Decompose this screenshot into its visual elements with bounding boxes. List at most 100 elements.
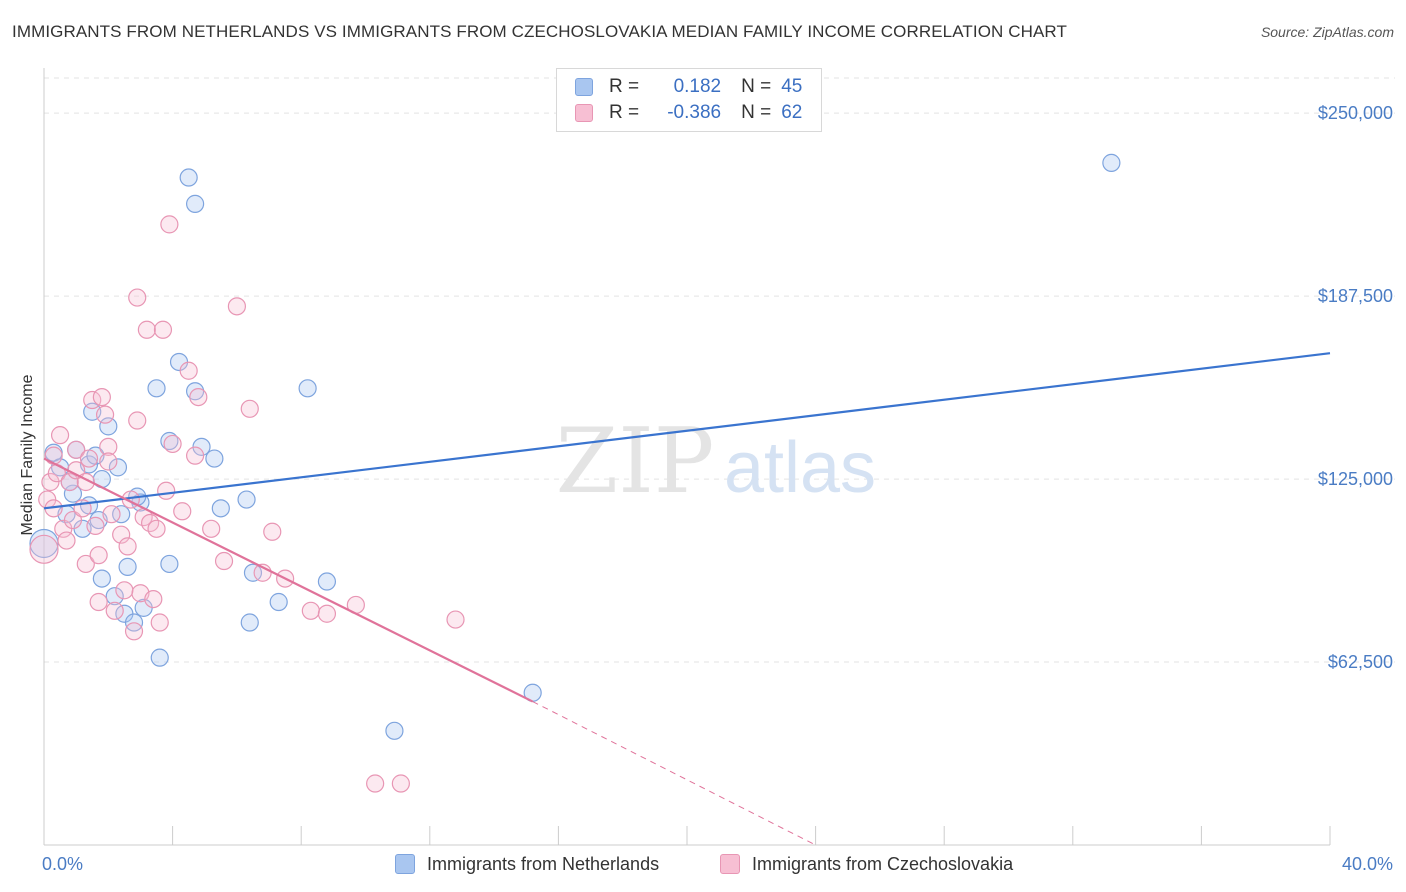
legend-r-value: 0.182 — [673, 76, 722, 97]
legend-swatch-netherlands — [575, 78, 593, 96]
axes — [43, 68, 1331, 846]
legend-n-label: N = — [741, 102, 772, 123]
netherlands-point — [160, 554, 179, 574]
netherlands-point — [92, 569, 111, 588]
czechoslovakia-point — [76, 554, 95, 574]
netherlands-trend-line — [43, 352, 1331, 510]
y-tick-label: $187,500 — [1318, 286, 1393, 306]
y-tick-label: $62,500 — [1328, 652, 1393, 672]
netherlands-point — [1102, 153, 1121, 172]
netherlands-point — [205, 449, 224, 468]
legend-n-value: 62 — [781, 102, 803, 123]
czechoslovakia-point — [189, 387, 208, 407]
czechoslovakia-point — [50, 426, 70, 445]
legend-row-czechoslovakia: R = -0.386 N = 62 — [575, 100, 802, 126]
bottom-legend-czechoslovakia: Immigrants from Czechoslovakia — [720, 851, 1013, 877]
czechoslovakia-point — [63, 510, 83, 530]
y-axis-label: Median Family Income — [19, 374, 36, 535]
czechoslovakia-point — [60, 472, 79, 492]
bottom-legend-label-netherlands: Immigrants from Netherlands — [427, 853, 660, 874]
legend-n-label: N = — [741, 76, 772, 97]
czechoslovakia-point — [263, 522, 282, 541]
watermark-zip: ZIP — [556, 409, 715, 514]
czechoslovakia-point — [99, 452, 118, 471]
czechoslovakia-point — [137, 320, 156, 339]
netherlands-point — [237, 490, 256, 509]
czechoslovakia-point — [227, 297, 246, 316]
netherlands-point — [150, 648, 169, 667]
czechoslovakia-point — [128, 411, 147, 430]
czechoslovakia-point — [157, 481, 176, 500]
czechoslovakia-point — [124, 622, 144, 641]
czechoslovakia-point — [102, 505, 121, 524]
bottom-legend-netherlands: Immigrants from Netherlands — [395, 851, 659, 877]
netherlands-point — [99, 417, 118, 436]
legend-row-netherlands: R = 0.182 N = 45 — [575, 74, 802, 100]
czechoslovakia-point — [173, 502, 192, 521]
trend-lines — [43, 352, 1331, 846]
netherlands-point — [108, 458, 128, 477]
watermark: ZIP atlas — [556, 409, 876, 514]
czechoslovakia-point — [105, 601, 124, 620]
netherlands-point — [147, 379, 166, 398]
czechoslovakia-point — [57, 531, 76, 550]
x-tick-labels: 0.0% 40.0% — [42, 854, 1393, 874]
czechoslovakia-point — [214, 551, 234, 571]
czechoslovakia-trend-line — [43, 457, 534, 703]
czechoslovakia-point — [79, 449, 99, 468]
czechoslovakia-point — [186, 446, 205, 465]
czechoslovakia-point — [92, 387, 111, 407]
czechoslovakia-point — [115, 581, 134, 600]
czechoslovakia-point — [89, 592, 108, 612]
czechoslovakia-point — [391, 774, 410, 793]
czechoslovakia-point — [317, 604, 337, 623]
netherlands-point — [160, 431, 179, 451]
netherlands-point — [269, 592, 288, 612]
source-label: Source: ZipAtlas.com — [1260, 24, 1394, 40]
legend-r-label: R = — [609, 76, 640, 97]
czechoslovakia-point — [89, 546, 108, 565]
legend-n-value: 45 — [781, 76, 803, 97]
czechoslovakia-point — [86, 516, 105, 536]
y-tick-labels: $62,500 $125,000 $187,500 $250,000 — [1318, 103, 1393, 672]
czechoslovakia-point — [160, 215, 179, 234]
bottom-legend-swatch-netherlands — [395, 854, 415, 874]
chart-title: IMMIGRANTS FROM NETHERLANDS VS IMMIGRANT… — [12, 22, 1067, 41]
bottom-legend-label-czechoslovakia: Immigrants from Czechoslovakia — [752, 853, 1014, 874]
netherlands-point — [211, 499, 230, 518]
stats-legend: R = 0.182 N = 45 R = -0.386 N = 62 — [556, 68, 822, 132]
czechoslovakia-point — [150, 613, 169, 632]
netherlands-point — [118, 557, 137, 576]
czechoslovakia-point — [67, 440, 86, 459]
netherlands-point — [385, 721, 404, 740]
netherlands-point — [186, 194, 205, 213]
czechoslovakia-point — [301, 601, 320, 620]
czechoslovakia-point — [153, 320, 173, 339]
netherlands-point — [317, 572, 337, 591]
netherlands-point — [63, 484, 83, 503]
czechoslovakia-point — [112, 525, 131, 544]
y-tick-label: $125,000 — [1318, 469, 1393, 489]
czechoslovakia-point — [99, 437, 118, 456]
netherlands-point — [243, 563, 263, 582]
netherlands-point — [179, 168, 198, 187]
netherlands-point — [105, 587, 124, 606]
x-tick-label-min: 0.0% — [42, 854, 83, 874]
legend-r-label: R = — [609, 102, 640, 123]
czechoslovakia-point — [29, 534, 59, 564]
x-tick-label-max: 40.0% — [1342, 854, 1393, 874]
watermark-atlas: atlas — [724, 428, 876, 508]
czechoslovakia-point — [118, 537, 137, 556]
netherlands-point — [186, 382, 205, 401]
bottom-legend-swatch-czechoslovakia — [720, 854, 740, 874]
czechoslovakia-point — [179, 361, 198, 380]
czechoslovakia-point — [366, 774, 385, 793]
czechoslovakia-point — [95, 405, 115, 424]
czechoslovakia-point — [446, 610, 465, 629]
legend-r-value: -0.386 — [667, 102, 722, 123]
czechoslovakia-point — [147, 519, 166, 538]
netherlands-point — [112, 505, 131, 524]
netherlands-point — [298, 379, 317, 398]
netherlands-point — [240, 613, 259, 632]
